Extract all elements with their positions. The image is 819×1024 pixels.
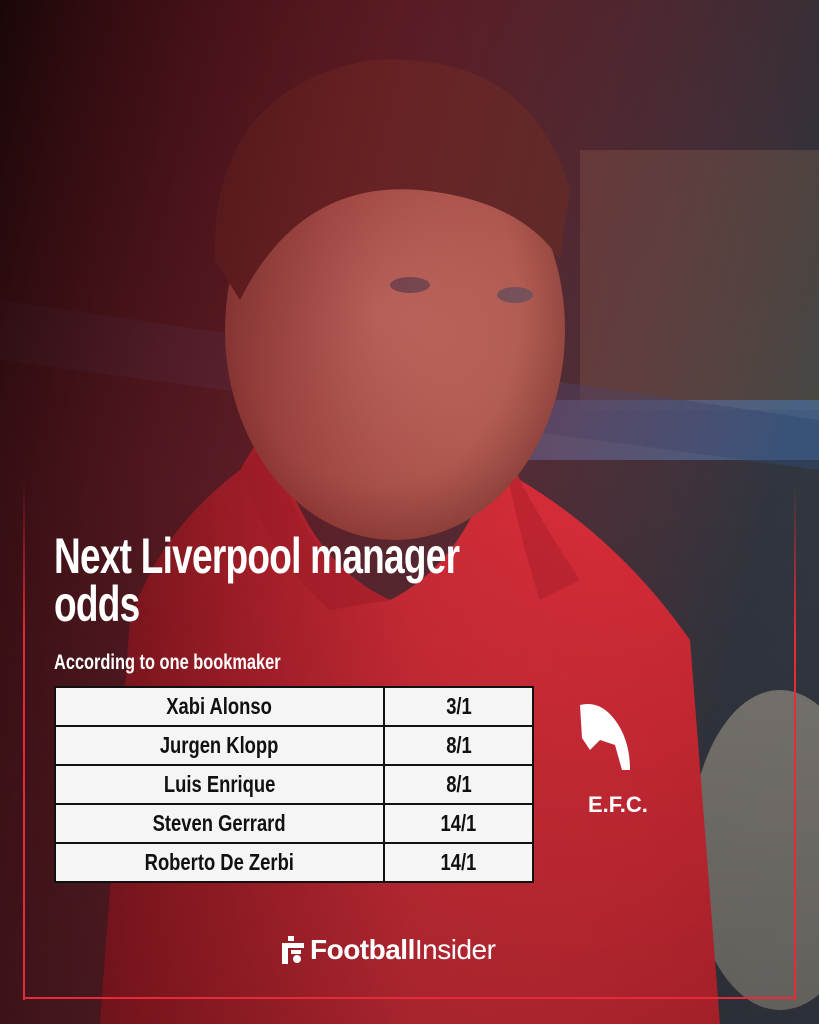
headline-title: Next Liverpool manager odds [54,528,460,632]
brand-name-regular: Insider [414,934,496,965]
manager-name: Steven Gerrard [153,810,286,836]
manager-name: Jurgen Klopp [160,732,279,758]
frame-right-border [794,480,796,1000]
frame-bottom-border [23,997,796,999]
table-row: Roberto De Zerbi 14/1 [54,842,534,883]
odds-value: 14/1 [440,810,477,836]
table-row: Jurgen Klopp 8/1 [54,725,534,766]
table-row: Xabi Alonso 3/1 [54,686,534,727]
manager-name: Roberto De Zerbi [144,849,295,875]
manager-name: Luis Enrique [163,771,276,797]
shirt-badge-text: E.F.C. [588,792,648,817]
table-row: Luis Enrique 8/1 [54,764,534,805]
odds-value: 8/1 [445,771,472,797]
manager-name: Xabi Alonso [166,693,273,719]
football-insider-logo: Football Insider [282,934,496,966]
frame-left-border [23,480,25,1000]
football-insider-logo-icon [282,936,304,964]
headline-subtitle: According to one bookmaker [54,651,281,674]
odds-value: 8/1 [445,732,472,758]
odds-value: 14/1 [440,849,477,875]
horse-crest-icon [580,704,630,770]
odds-table: Xabi Alonso 3/1 Jurgen Klopp 8/1 Luis Enri… [54,686,534,883]
odds-value: 3/1 [445,693,472,719]
brand-name-bold: Football [310,934,415,965]
table-row: Steven Gerrard 14/1 [54,803,534,844]
